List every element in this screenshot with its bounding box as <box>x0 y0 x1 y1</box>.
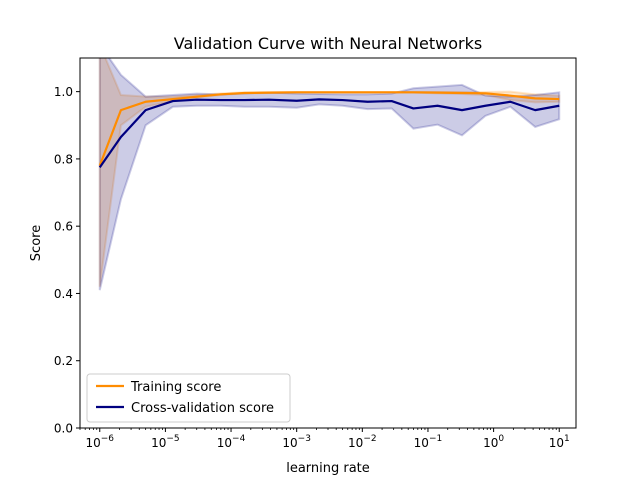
y-axis-label: Score <box>29 225 44 261</box>
x-tick-exponent: −5 <box>166 434 179 444</box>
x-tick-exponent: 1 <box>564 434 570 444</box>
y-axis: 0.0 0.2 0.4 0.6 0.8 1.0 <box>54 85 80 436</box>
legend-label-cross-validation: Cross-validation score <box>131 401 274 416</box>
x-tick-base: 10 <box>151 436 166 450</box>
y-tick-label: 0.4 <box>54 287 73 301</box>
series-lines <box>98 91 560 168</box>
y-tick-label: 1.0 <box>54 85 73 99</box>
x-tick-label: 10−4 <box>217 434 246 450</box>
x-tick-base: 10 <box>483 436 498 450</box>
x-tick-exponent: −3 <box>298 434 311 444</box>
legend-box <box>86 373 291 423</box>
x-axis: 10−6 10−5 10−4 10−3 10−2 10−1 100 101 <box>79 428 570 450</box>
y-tick-label: 0.2 <box>54 354 73 368</box>
x-tick-label: 10−6 <box>85 434 114 450</box>
y-tick-label: 0.8 <box>54 152 73 166</box>
x-tick-base: 10 <box>549 436 564 450</box>
x-tick-base: 10 <box>85 436 100 450</box>
x-tick-exponent: −4 <box>232 434 246 444</box>
x-tick-label: 10−3 <box>282 434 311 450</box>
x-tick-exponent: −2 <box>363 434 376 444</box>
x-tick-label: 10−5 <box>151 434 180 450</box>
x-tick-exponent: −1 <box>429 434 442 444</box>
x-tick-label: 100 <box>483 434 504 450</box>
x-axis-label: learning rate <box>286 461 370 476</box>
x-tick-label: 10−2 <box>348 434 377 450</box>
legend: Training score Cross-validation score <box>86 373 291 423</box>
x-tick-label: 101 <box>549 434 570 450</box>
x-tick-base: 10 <box>282 436 297 450</box>
y-tick-label: 0.0 <box>54 422 73 436</box>
x-tick-base: 10 <box>348 436 363 450</box>
y-tick-label: 0.6 <box>54 220 73 234</box>
legend-label-training: Training score <box>130 380 221 395</box>
cross-validation-score-line <box>98 98 560 168</box>
chart-title: Validation Curve with Neural Networks <box>174 34 482 53</box>
x-tick-base: 10 <box>414 436 429 450</box>
x-tick-base: 10 <box>217 436 232 450</box>
x-tick-exponent: −6 <box>101 434 115 444</box>
x-tick-exponent: 0 <box>498 434 504 444</box>
x-tick-label: 10−1 <box>414 434 443 450</box>
training-score-line <box>98 91 560 167</box>
